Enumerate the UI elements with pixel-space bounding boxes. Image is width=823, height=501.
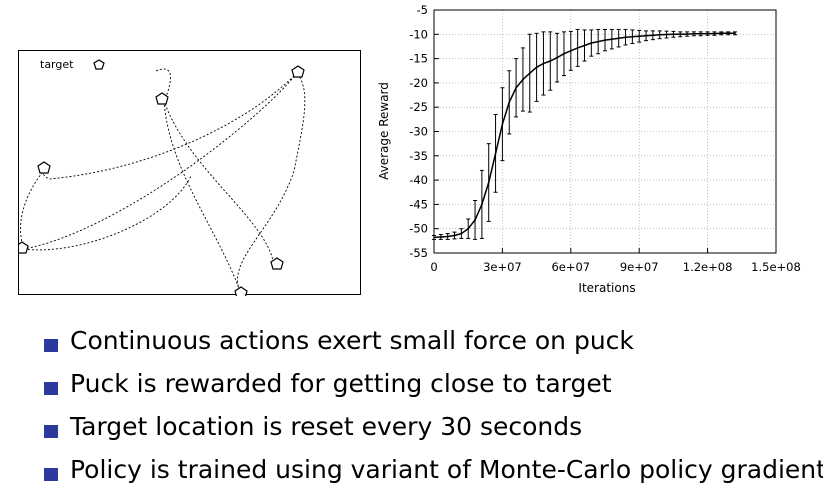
x-axis-label: Iterations xyxy=(578,281,635,295)
bullet-item: Continuous actions exert small force on … xyxy=(44,326,823,369)
y-tick-label: -35 xyxy=(409,149,428,163)
x-tick-label: 9e+07 xyxy=(620,260,659,274)
puck-pentagon-icon xyxy=(19,241,29,254)
puck-pentagon-icon xyxy=(37,161,51,174)
x-tick-label: 0 xyxy=(430,260,437,274)
x-tick-label: 3e+07 xyxy=(483,260,522,274)
y-tick-label: -15 xyxy=(409,52,428,66)
puck-trajectory-plot xyxy=(19,59,306,296)
puck-world-panel: target xyxy=(18,50,361,296)
bullet-square-icon xyxy=(44,339,58,352)
y-tick-label: -30 xyxy=(409,125,428,139)
target-pentagon-icon xyxy=(93,59,105,70)
puck-pentagon-icon xyxy=(155,92,169,105)
y-tick-label: -50 xyxy=(409,222,428,236)
y-tick-label: -45 xyxy=(409,197,428,211)
bullet-text: Continuous actions exert small force on … xyxy=(70,326,634,355)
bullet-text: Target location is reset every 30 second… xyxy=(70,412,583,441)
y-axis-label: Average Reward xyxy=(377,82,391,180)
puck-pentagon-icon xyxy=(234,286,248,296)
bullet-item: Target location is reset every 30 second… xyxy=(44,412,823,455)
puck-pentagon-icon xyxy=(270,257,284,270)
puck-pentagon-icon xyxy=(291,65,305,78)
bullet-text: Puck is rewarded for getting close to ta… xyxy=(70,369,612,398)
bullet-square-icon xyxy=(44,382,58,395)
bullet-square-icon xyxy=(44,468,58,481)
y-tick-label: -20 xyxy=(409,76,428,90)
bullet-square-icon xyxy=(44,425,58,438)
y-tick-label: -10 xyxy=(409,27,428,41)
y-tick-label: -25 xyxy=(409,100,428,114)
bullet-text: Policy is trained using variant of Monte… xyxy=(70,455,823,484)
x-tick-label: 1.5e+08 xyxy=(751,260,801,274)
y-tick-label: -40 xyxy=(409,173,428,187)
chart-grid xyxy=(434,10,776,253)
reward-series-line xyxy=(433,32,735,239)
error-bars xyxy=(432,28,737,240)
puck-markers xyxy=(19,59,305,296)
bullet-list: Continuous actions exert small force on … xyxy=(44,326,823,498)
x-tick-label: 6e+07 xyxy=(551,260,590,274)
bullet-item: Policy is trained using variant of Monte… xyxy=(44,455,823,498)
y-tick-label: -5 xyxy=(417,3,428,17)
y-tick-label: -55 xyxy=(409,246,428,260)
target-label: target xyxy=(40,58,74,71)
axis-ticks: 0 3e+07 6e+07 9e+07 1.2e+08 1.5e+08 -5 -10 -15 -2… xyxy=(409,3,801,274)
reward-chart: 0 3e+07 6e+07 9e+07 1.2e+08 1.5e+08 -5 -10 -15 -2… xyxy=(377,3,801,295)
x-tick-label: 1.2e+08 xyxy=(683,260,733,274)
bullet-item: Puck is rewarded for getting close to ta… xyxy=(44,369,823,412)
